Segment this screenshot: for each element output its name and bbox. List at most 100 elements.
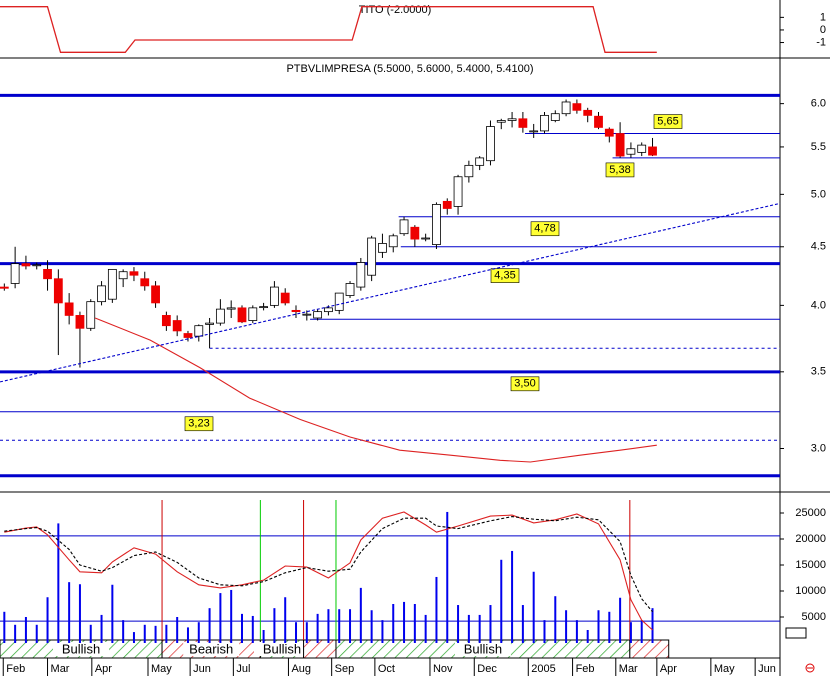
volume-bar — [597, 610, 600, 643]
volume-bar — [262, 629, 265, 643]
x-tick-label: May — [151, 663, 172, 675]
band-label-bg — [183, 642, 240, 656]
y-tick-label: 4.5 — [811, 241, 826, 253]
candle-body — [53, 278, 63, 304]
volume-bar — [122, 620, 125, 643]
band-label: Bullish — [62, 641, 100, 656]
candle-body — [442, 200, 452, 209]
candle-body — [345, 283, 355, 296]
volume-bar — [197, 622, 200, 643]
y-tick-label: 5000 — [802, 611, 826, 623]
y-tick-label: 20000 — [795, 533, 826, 545]
series-line — [4, 511, 653, 631]
candle-body — [421, 237, 431, 240]
x-tick-label: Apr — [95, 663, 112, 675]
volume-bar — [554, 596, 557, 643]
candle-body — [140, 278, 150, 287]
y-tick-label: 5.0 — [811, 188, 826, 200]
candle-body — [464, 164, 474, 178]
volume-bar — [521, 605, 524, 643]
volume-bar — [565, 610, 568, 643]
candle-body — [129, 271, 139, 276]
volume-bar — [14, 624, 17, 643]
volume-bar — [467, 614, 470, 643]
candle-body — [205, 322, 214, 325]
x-tick-label: Mar — [619, 663, 638, 675]
candle-body — [43, 268, 52, 280]
candle-body — [172, 320, 182, 332]
band-label: Bearish — [189, 641, 233, 656]
candle-body — [615, 133, 625, 157]
level-label: 5,65 — [657, 115, 678, 127]
candle-body — [161, 315, 171, 327]
volume-bar — [511, 550, 514, 643]
volume-bar — [629, 622, 632, 643]
volume-bar — [640, 620, 643, 643]
candle-body — [486, 126, 495, 162]
volume-bar — [208, 608, 211, 643]
x-tick-label: Jul — [236, 663, 250, 675]
x-tick-label: Feb — [6, 663, 25, 675]
volume-bar — [392, 603, 395, 643]
candle-body — [118, 271, 128, 280]
candle-body — [367, 237, 377, 276]
candle-body — [151, 285, 160, 304]
volume-bar — [489, 605, 492, 643]
volume-bar — [3, 611, 6, 643]
band-label-bg — [454, 642, 511, 656]
level-label-bg — [605, 162, 635, 178]
y-tick-label: 6.0 — [811, 98, 826, 110]
y-tick-label: 5.5 — [811, 141, 826, 153]
close-icon[interactable] — [805, 663, 815, 673]
candle-body — [21, 263, 31, 267]
y-tick-label: 3.0 — [811, 442, 826, 454]
volume-bar — [349, 609, 352, 643]
volume-bar — [608, 611, 611, 643]
volume-bar — [575, 620, 578, 643]
chart-title: PTBVLIMPRESA (5.5000, 5.6000, 5.4000, 5.… — [286, 63, 533, 75]
series-line — [0, 202, 781, 383]
candle-body — [378, 243, 387, 253]
candle-body — [75, 315, 85, 329]
x-tick-label: Dec — [477, 663, 497, 675]
candle-body — [302, 313, 312, 316]
candle-body — [432, 204, 441, 245]
candle-body — [550, 113, 560, 121]
trend-band — [629, 639, 670, 659]
candle-body — [259, 306, 269, 309]
indicator-line — [0, 6, 657, 53]
indicator-title: TITO (-2.0000) — [359, 4, 432, 16]
level-label: 4,78 — [534, 223, 555, 235]
candle-body — [453, 176, 463, 207]
y-tick-label: 3.5 — [811, 366, 826, 378]
volume-bar — [586, 629, 589, 643]
candle-body — [518, 118, 528, 128]
volume-bar — [284, 597, 287, 643]
level-label: 4,35 — [494, 270, 515, 282]
volume-bar — [68, 582, 71, 643]
volume-bar — [327, 609, 330, 643]
candle-body — [388, 235, 398, 248]
candle-body — [0, 286, 9, 289]
candle-body — [648, 146, 657, 156]
candle-body — [572, 103, 582, 111]
volume-bar — [478, 614, 481, 643]
level-label: 3,50 — [514, 378, 535, 390]
volume-bar — [403, 601, 406, 643]
level-label-bg — [510, 376, 540, 392]
series-line — [94, 317, 657, 463]
volume-bar — [111, 584, 114, 643]
candle-body — [237, 307, 247, 323]
level-label-bg — [653, 114, 683, 129]
x-tick-label: 2005 — [531, 663, 555, 675]
candle-body — [270, 286, 279, 306]
volume-bar — [435, 576, 438, 643]
trend-band — [303, 639, 337, 659]
x-tick-label: Aug — [291, 663, 311, 675]
y-tick-label: 4.0 — [811, 299, 826, 311]
band-label-bg — [53, 642, 110, 656]
volume-bar — [143, 624, 146, 643]
x-tick-label: Jun — [758, 663, 776, 675]
x-tick-label: Feb — [576, 663, 595, 675]
